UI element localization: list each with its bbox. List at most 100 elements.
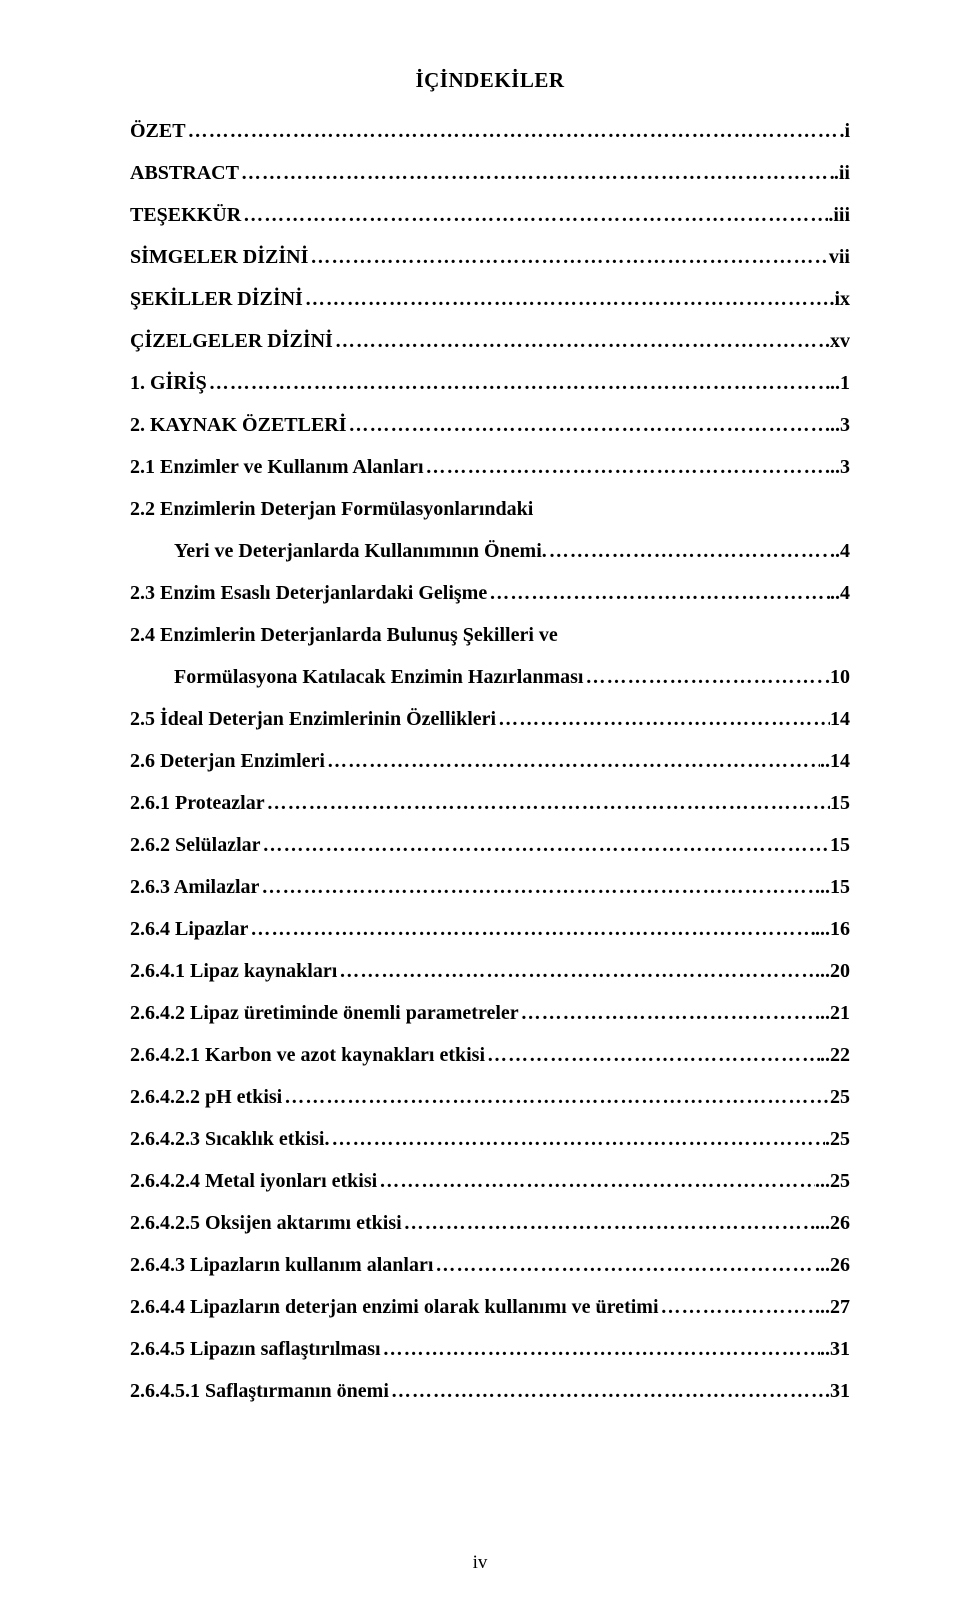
- toc-entry-page: ..4: [830, 541, 850, 561]
- toc-entry: 2.4 Enzimlerin Deterjanlarda Bulunuş Şek…: [130, 625, 850, 645]
- toc-entry: 2.6.4.5.1 Saflaştırmanın önemi.31: [130, 1381, 850, 1401]
- toc-entry: ÇİZELGELER DİZİNİ .xv: [130, 331, 850, 351]
- toc-entry-label: 2.6.4.2.1 Karbon ve azot kaynakları etki…: [130, 1045, 485, 1065]
- toc-entry-page: ..1: [830, 373, 850, 393]
- toc-entry-page: ...25: [815, 1171, 850, 1191]
- toc-leader-dots: [239, 163, 834, 183]
- toc-entry: ŞEKİLLER DİZİNİ .ix: [130, 289, 850, 309]
- toc-entry-page: .xv: [825, 331, 850, 351]
- toc-entry: 2.5 İdeal Deterjan Enzimlerinin Özellikl…: [130, 709, 850, 729]
- toc-entry-page: 15: [830, 835, 850, 855]
- toc-leader-dots: [583, 667, 825, 687]
- toc-entry-label: 2.3 Enzim Esaslı Deterjanlardaki Gelişme: [130, 583, 487, 603]
- toc-entry-label: 2.6.4.2.5 Oksijen aktarımı etkisi: [130, 1213, 402, 1233]
- toc-entry-page: ..27: [820, 1297, 850, 1317]
- toc-entry-label: ÇİZELGELER DİZİNİ: [130, 331, 333, 351]
- toc-leader-dots: [424, 457, 825, 477]
- toc-leader-dots: [519, 1003, 815, 1023]
- toc-entry-page: 25: [830, 1087, 850, 1107]
- toc-entry-page: ...3: [825, 457, 850, 477]
- toc-leader-dots: [282, 1087, 830, 1107]
- toc-entry: ÖZET.i: [130, 121, 850, 141]
- toc-entry: 2.6 Deterjan Enzimleri ..14: [130, 751, 850, 771]
- toc-entry: 2.2 Enzimlerin Deterjan Formülasyonların…: [130, 499, 850, 519]
- toc-leader-dots: [487, 583, 830, 603]
- toc-entry-page: .ix: [829, 289, 850, 309]
- toc-entry-label: 2.6 Deterjan Enzimleri: [130, 751, 325, 771]
- document-title: İÇİNDEKİLER: [130, 68, 850, 93]
- toc-entry-page: 15: [830, 793, 850, 813]
- toc-entry-page: ...3: [825, 415, 850, 435]
- toc-entry-label: 2.6.4.2 Lipaz üretiminde önemli parametr…: [130, 1003, 519, 1023]
- toc-entry-page: .25: [825, 1129, 850, 1149]
- toc-entry: 2.6.4.2 Lipaz üretiminde önemli parametr…: [130, 1003, 850, 1023]
- toc-leader-dots: [433, 1255, 815, 1275]
- toc-entry-page: .i: [839, 121, 850, 141]
- toc-entry: 1. GİRİŞ..1: [130, 373, 850, 393]
- toc-entry-page: ..31: [820, 1339, 850, 1359]
- toc-leader-dots: [261, 835, 830, 855]
- toc-entry-label: 2.6.3 Amilazlar: [130, 877, 259, 897]
- toc-entry-label: SİMGELER DİZİNİ: [130, 247, 308, 267]
- toc-entry: ABSTRACT.ii: [130, 163, 850, 183]
- toc-entry-label: 2.4 Enzimlerin Deterjanlarda Bulunuş Şek…: [130, 625, 558, 645]
- toc-entry-label: 2.6.4.2.3 Sıcaklık etkisi.: [130, 1129, 329, 1149]
- toc-leader-dots: [389, 1381, 825, 1401]
- toc-leader-dots: [496, 709, 830, 729]
- toc-entry-label: ŞEKİLLER DİZİNİ: [130, 289, 303, 309]
- toc-leader-dots: [207, 373, 830, 393]
- table-of-contents: ÖZET.i ABSTRACT.ii TEŞEKKÜR.iii SİMGELER Dİ…: [130, 121, 850, 1401]
- toc-entry-label: 2.6.4.4 Lipazların deterjan enzimi olara…: [130, 1297, 659, 1317]
- toc-entry-page: 14: [830, 709, 850, 729]
- page-number: iv: [0, 1552, 960, 1574]
- toc-entry-label: 2.6.4.3 Lipazların kullanım alanları: [130, 1255, 433, 1275]
- toc-entry: 2.6.1 Proteazlar 15: [130, 793, 850, 813]
- toc-entry-label: 2.5 İdeal Deterjan Enzimlerinin Özellikl…: [130, 709, 496, 729]
- toc-entry: 2.6.4 Lipazlar...16: [130, 919, 850, 939]
- toc-leader-dots: [381, 1339, 820, 1359]
- toc-leader-dots: [325, 751, 820, 771]
- toc-leader-dots: [308, 247, 828, 267]
- toc-entry: SİMGELER DİZİNİ vii: [130, 247, 850, 267]
- toc-entry-page: .10: [825, 667, 850, 687]
- page-container: İÇİNDEKİLER ÖZET.i ABSTRACT.ii TEŞEKKÜR.ii…: [0, 0, 960, 1622]
- toc-entry: 2.1 Enzimler ve Kullanım Alanları...3: [130, 457, 850, 477]
- toc-entry: TEŞEKKÜR.iii: [130, 205, 850, 225]
- toc-leader-dots: [265, 793, 830, 813]
- toc-entry-label: 2.6.1 Proteazlar: [130, 793, 265, 813]
- toc-entry: Formülasyona Katılacak Enzimin Hazırlanm…: [130, 667, 850, 687]
- toc-entry-label: 2.2 Enzimlerin Deterjan Formülasyonların…: [130, 499, 533, 519]
- toc-entry-page: ...15: [815, 877, 850, 897]
- toc-entry-page: ...26: [815, 1255, 850, 1275]
- toc-entry: 2.6.4.2.3 Sıcaklık etkisi. .25: [130, 1129, 850, 1149]
- toc-entry: 2.6.4.2.5 Oksijen aktarımı etkisi ...26: [130, 1213, 850, 1233]
- toc-entry-label: 2.6.4.5 Lipazın saflaştırılması: [130, 1339, 381, 1359]
- toc-leader-dots: [329, 1129, 825, 1149]
- toc-leader-dots: [547, 541, 830, 561]
- toc-leader-dots: [485, 1045, 820, 1065]
- toc-entry-label: 2.6.4.5.1 Saflaştırmanın önemi: [130, 1381, 389, 1401]
- toc-entry-label: 2.6.2 Selülazlar: [130, 835, 261, 855]
- toc-leader-dots: [377, 1171, 815, 1191]
- toc-entry-page: ..4: [830, 583, 850, 603]
- toc-entry: 2.6.4.1 Lipaz kaynakları...20: [130, 961, 850, 981]
- toc-entry: 2.6.4.2.1 Karbon ve azot kaynakları etki…: [130, 1045, 850, 1065]
- toc-entry: 2.6.4.4 Lipazların deterjan enzimi olara…: [130, 1297, 850, 1317]
- toc-entry-page: ...16: [815, 919, 850, 939]
- toc-entry: 2.6.3 Amilazlar ...15: [130, 877, 850, 897]
- toc-leader-dots: [337, 961, 815, 981]
- toc-entry-label: 2. KAYNAK ÖZETLERİ: [130, 415, 347, 435]
- toc-leader-dots: [248, 919, 815, 939]
- toc-entry-page: .ii: [834, 163, 850, 183]
- toc-entry: 2. KAYNAK ÖZETLERİ ...3: [130, 415, 850, 435]
- toc-entry: 2.6.4.2.4 Metal iyonları etkisi...25: [130, 1171, 850, 1191]
- toc-leader-dots: [241, 205, 828, 225]
- toc-entry: 2.6.4.2.2 pH etkisi25: [130, 1087, 850, 1107]
- toc-entry-page: ...26: [815, 1213, 850, 1233]
- toc-entry: 2.6.4.5 Lipazın saflaştırılması ..31: [130, 1339, 850, 1359]
- toc-entry-page: ...21: [815, 1003, 850, 1023]
- toc-entry-page: vii: [829, 247, 850, 267]
- toc-entry-page: ..14: [820, 751, 850, 771]
- toc-entry: 2.3 Enzim Esaslı Deterjanlardaki Gelişme…: [130, 583, 850, 603]
- toc-leader-dots: [347, 415, 825, 435]
